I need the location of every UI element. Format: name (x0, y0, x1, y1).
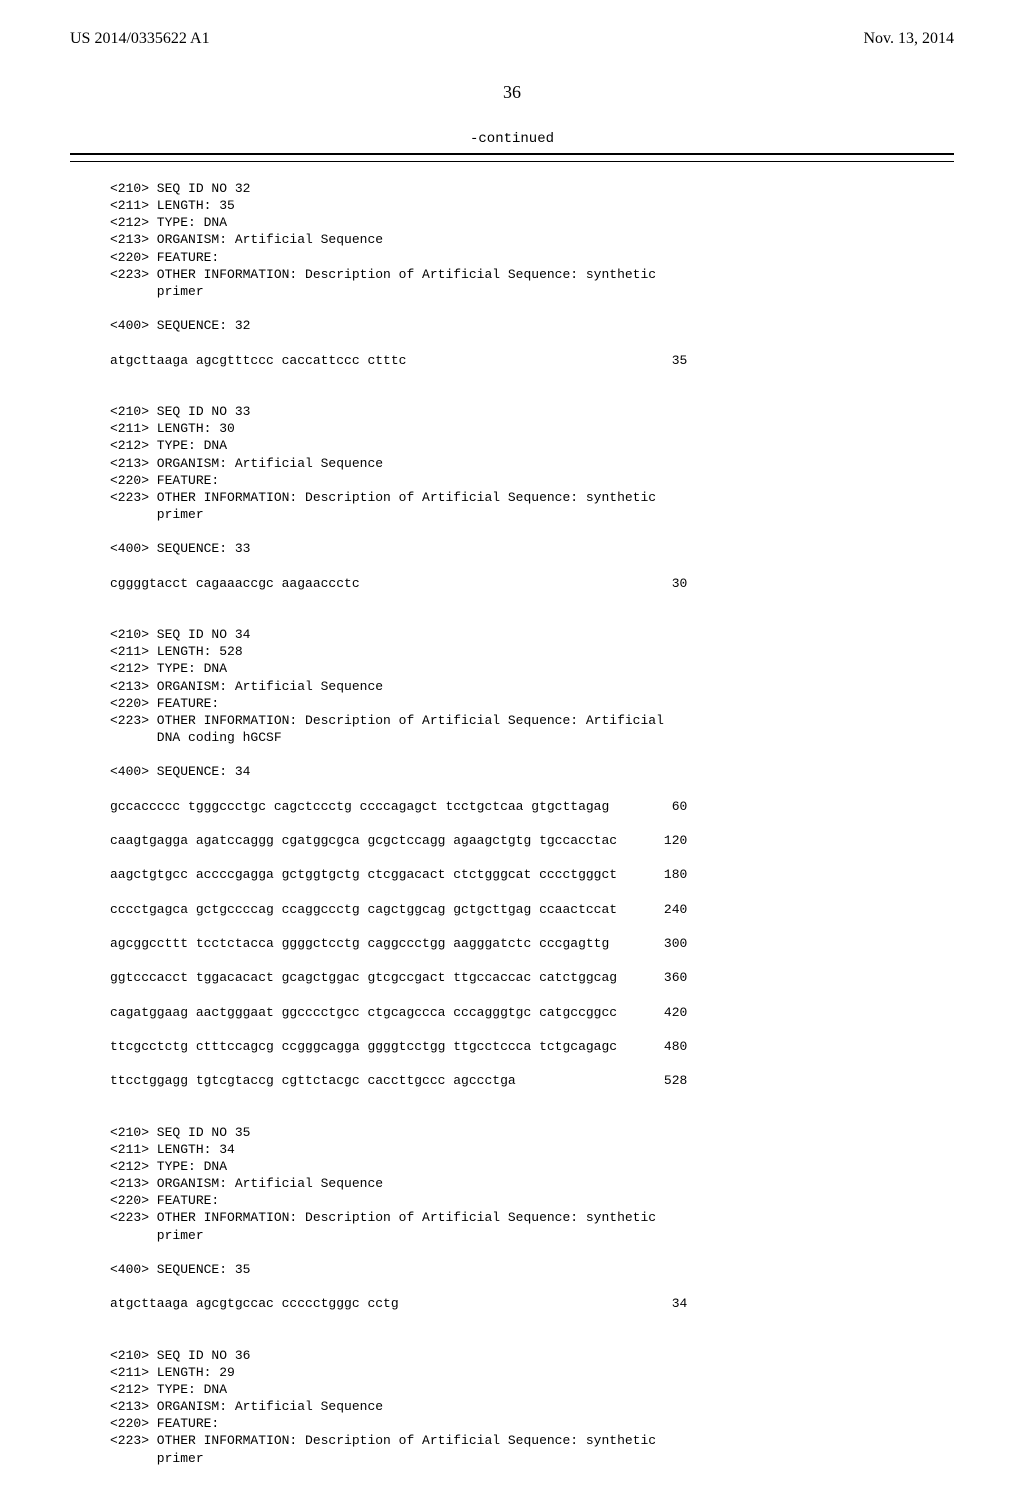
page-number: 36 (70, 82, 954, 103)
header-right: Nov. 13, 2014 (863, 30, 954, 48)
sequence-listing: <210> SEQ ID NO 32 <211> LENGTH: 35 <212… (110, 180, 954, 1467)
rule-thick (70, 153, 954, 155)
header-left: US 2014/0335622 A1 (70, 30, 210, 48)
page: US 2014/0335622 A1 Nov. 13, 2014 36 -con… (0, 0, 1024, 1507)
continued-label: -continued (70, 131, 954, 147)
rule-thin (70, 161, 954, 162)
page-header: US 2014/0335622 A1 Nov. 13, 2014 (70, 30, 954, 48)
